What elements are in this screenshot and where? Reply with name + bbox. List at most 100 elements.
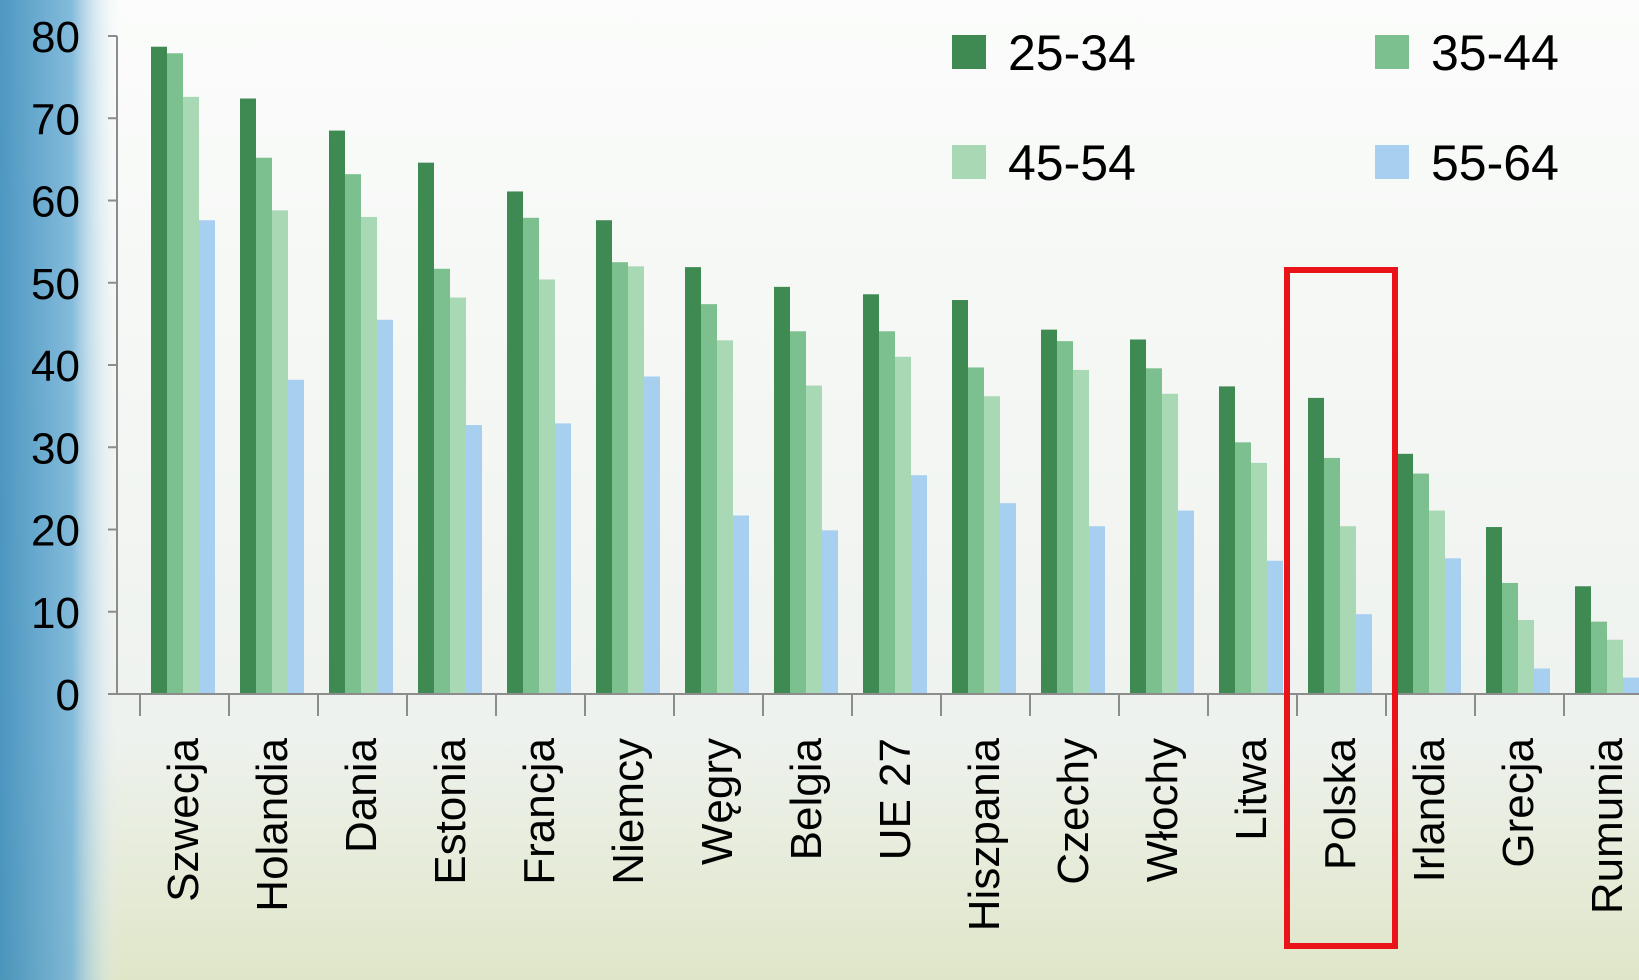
bar-węgry-55-64: [733, 515, 749, 694]
x-category-label: Włochy: [1138, 738, 1187, 882]
x-category-label: Węgry: [693, 738, 742, 865]
bar-czechy-35-44: [1057, 341, 1073, 694]
bar-litwa-45-54: [1251, 462, 1267, 694]
bar-rumunia-45-54: [1607, 639, 1623, 694]
bar-hiszpania-25-34: [952, 300, 968, 694]
bar-węgry-35-44: [701, 304, 717, 694]
legend-label-25-34: 25-34: [1008, 25, 1136, 81]
bar-dania-35-44: [345, 174, 361, 694]
bar-estonia-25-34: [418, 162, 434, 695]
bar-belgia-45-54: [806, 385, 822, 694]
y-tick-label: 40: [31, 342, 80, 391]
x-category-label: Estonia: [426, 737, 475, 884]
bar-hiszpania-55-64: [1000, 503, 1016, 694]
y-tick-label: 50: [31, 260, 80, 309]
bar-litwa-25-34: [1219, 386, 1235, 694]
legend-label-45-54: 45-54: [1008, 135, 1136, 191]
bar-włochy-25-34: [1130, 339, 1146, 694]
bar-irlandia-35-44: [1413, 473, 1429, 694]
bar-niemcy-55-64: [644, 376, 660, 694]
bar-hiszpania-35-44: [968, 367, 984, 694]
bar-francja-35-44: [523, 217, 539, 694]
y-tick-label: 10: [31, 589, 80, 638]
bar-włochy-55-64: [1178, 510, 1194, 694]
bar-belgia-55-64: [822, 530, 838, 694]
y-tick-label: 80: [31, 13, 80, 62]
bar-francja-25-34: [507, 191, 523, 694]
bar-irlandia-25-34: [1397, 453, 1413, 694]
bar-estonia-55-64: [466, 425, 482, 694]
labels-layer: 0 10 20 30 40 50 60 70 80 Szwecja Holandia Dania Est…: [31, 13, 1632, 931]
highlight-box: [1284, 267, 1398, 949]
bar-grecja-45-54: [1518, 619, 1534, 694]
bar-grecja-55-64: [1534, 668, 1550, 694]
bar-francja-45-54: [539, 279, 555, 694]
x-category-label: Belgia: [782, 737, 831, 860]
x-category-label: Holandia: [248, 737, 297, 911]
bar-ue-27-55-64: [911, 475, 927, 694]
bar-dania-45-54: [361, 216, 377, 694]
bar-niemcy-45-54: [628, 266, 644, 694]
bar-ue-27-25-34: [863, 294, 879, 694]
bar-dania-25-34: [329, 130, 345, 694]
bars-layer: [151, 46, 1639, 695]
bar-włochy-35-44: [1146, 368, 1162, 694]
bar-węgry-25-34: [685, 267, 701, 694]
bar-szwecja-35-44: [167, 53, 183, 694]
x-category-label: Hiszpania: [960, 737, 1009, 931]
x-category-label: Szwecja: [159, 737, 208, 901]
bar-francja-55-64: [555, 423, 571, 694]
bar-polska-25-34: [1308, 397, 1324, 694]
legend-label-55-64: 55-64: [1431, 135, 1559, 191]
bar-estonia-35-44: [434, 268, 450, 694]
x-category-label: Irlandia: [1405, 737, 1454, 882]
legend-swatch-55-64: [1375, 145, 1409, 179]
legend-label-35-44: 35-44: [1431, 25, 1559, 81]
y-tick-label: 70: [31, 95, 80, 144]
bar-niemcy-35-44: [612, 262, 628, 694]
bar-holandia-25-34: [240, 98, 256, 694]
y-tick-label: 60: [31, 178, 80, 227]
bar-irlandia-45-54: [1429, 510, 1445, 694]
x-category-label: Rumunia: [1583, 737, 1632, 914]
bar-holandia-45-54: [272, 210, 288, 694]
legend-swatch-45-54: [952, 145, 986, 179]
bar-włochy-45-54: [1162, 393, 1178, 694]
bar-rumunia-25-34: [1575, 586, 1591, 694]
bar-rumunia-55-64: [1623, 677, 1639, 694]
bar-polska-45-54: [1340, 526, 1356, 694]
bar-litwa-55-64: [1267, 560, 1283, 694]
x-category-label: Niemcy: [604, 738, 653, 885]
x-category-label: Grecja: [1494, 737, 1543, 867]
bar-belgia-25-34: [774, 286, 790, 694]
bar-irlandia-55-64: [1445, 558, 1461, 694]
x-category-label: Polska: [1316, 737, 1365, 870]
bar-grecja-35-44: [1502, 582, 1518, 694]
legend: 25-34 35-44 45-54 55-64: [952, 25, 1559, 191]
bar-niemcy-25-34: [596, 220, 612, 695]
bar-szwecja-55-64: [199, 220, 215, 695]
x-category-label: Litwa: [1227, 737, 1276, 840]
x-category-label: Czechy: [1049, 738, 1098, 885]
bar-holandia-55-64: [288, 379, 304, 694]
bar-czechy-55-64: [1089, 526, 1105, 694]
bar-belgia-35-44: [790, 331, 806, 694]
highlight-layer: [1284, 267, 1398, 949]
bar-ue-27-45-54: [895, 356, 911, 694]
bar-litwa-35-44: [1235, 442, 1251, 694]
bar-szwecja-45-54: [183, 96, 199, 695]
bar-dania-55-64: [377, 319, 393, 694]
bar-ue-27-35-44: [879, 331, 895, 694]
legend-swatch-25-34: [952, 35, 986, 69]
bar-grecja-25-34: [1486, 527, 1502, 694]
bar-polska-35-44: [1324, 457, 1340, 694]
bar-hiszpania-45-54: [984, 396, 1000, 694]
legend-swatch-35-44: [1375, 35, 1409, 69]
x-category-label: Francja: [515, 737, 564, 884]
bar-rumunia-35-44: [1591, 621, 1607, 694]
bar-estonia-45-54: [450, 297, 466, 694]
axes-layer: [108, 35, 1639, 716]
y-tick-label: 0: [56, 671, 80, 720]
bar-holandia-35-44: [256, 157, 272, 695]
